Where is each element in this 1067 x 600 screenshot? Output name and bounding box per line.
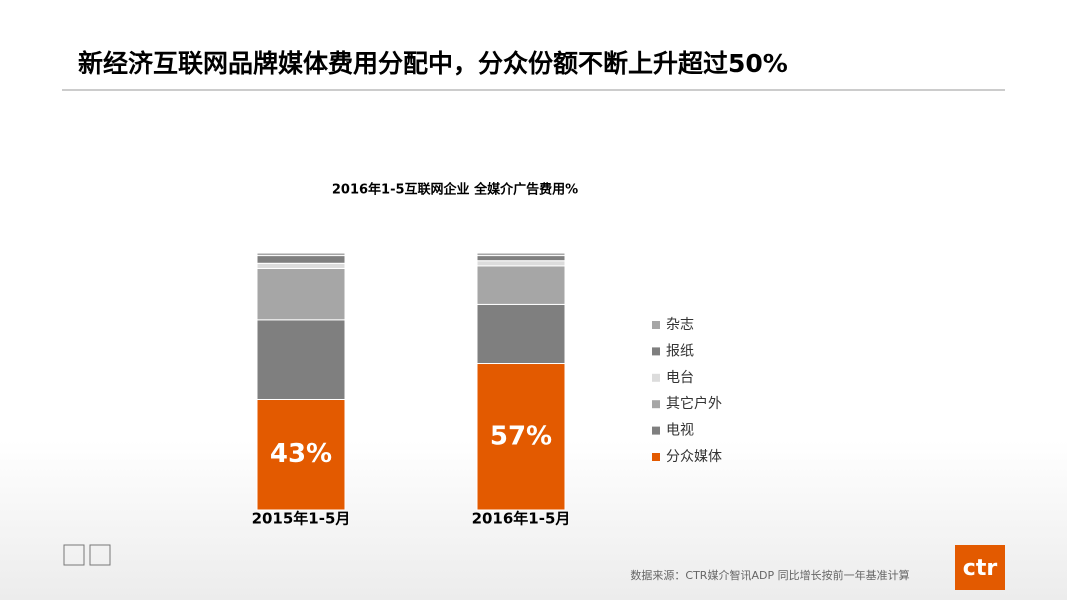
bar-segment — [476, 252, 566, 257]
bar-segment — [256, 319, 346, 400]
bar-segment — [476, 260, 566, 267]
legend-label: 分众媒体 — [666, 449, 722, 465]
cert-icon — [89, 544, 111, 566]
bar-segment — [256, 262, 346, 269]
bar-segment — [256, 398, 346, 511]
bar-segment — [256, 252, 346, 257]
legend-swatch — [652, 373, 660, 382]
slide-title: 新经济互联网品牌媒体费用分配中，分众份额不断上升超过50% — [78, 49, 788, 78]
legend-label: 电视 — [666, 423, 694, 439]
legend-swatch — [652, 400, 660, 409]
legend-label: 杂志 — [666, 317, 694, 333]
bar-segment — [256, 267, 346, 321]
legend: 分众媒体 电视 其它户外 电台 报纸 杂志 — [652, 317, 722, 465]
legend-label: 其它户外 — [666, 395, 722, 412]
bar-segment — [256, 255, 346, 264]
cert-icon — [63, 544, 85, 566]
legend-swatch — [652, 347, 660, 356]
plot: 43% 2015年1-5月 57% 2016年1-5月 — [252, 252, 571, 528]
legend-label: 报纸 — [666, 343, 694, 359]
x-tick-label: 2016年1-5月 — [472, 510, 571, 528]
logo: ctr — [963, 556, 998, 581]
logo-box — [955, 545, 1005, 590]
chart-title: 2016年1-5互联网企业 全媒介广告费用% — [332, 182, 578, 198]
value-label: 43% — [270, 439, 332, 469]
legend-label: 电台 — [666, 370, 694, 386]
bar-segment — [476, 303, 566, 365]
legend-swatch — [652, 426, 660, 435]
legend-swatch — [652, 453, 660, 461]
legend-swatch — [652, 321, 660, 329]
x-tick-label: 2015年1-5月 — [252, 510, 351, 528]
source-note: 数据来源：CTR媒介智讯ADP 同比增长按前一年基准计算 — [630, 568, 909, 582]
bar-segment — [476, 265, 566, 305]
bar-segment — [476, 255, 566, 262]
value-label: 57% — [490, 421, 552, 451]
